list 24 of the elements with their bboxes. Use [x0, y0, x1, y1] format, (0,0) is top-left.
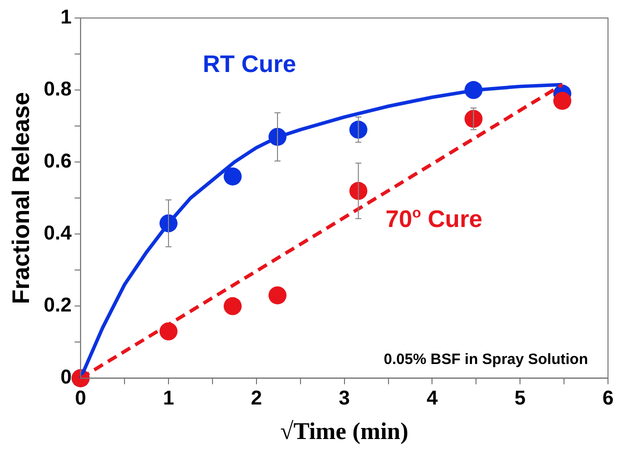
- x-tick-label: 4: [426, 388, 439, 410]
- point: [464, 110, 483, 128]
- text: RT Cure: [202, 51, 296, 78]
- y-axis-title: Fractional Release: [8, 92, 36, 304]
- y-tick-label: 1: [60, 6, 72, 29]
- y-tick-label: 0.6: [44, 150, 72, 173]
- x-axis-title: √Time (min): [280, 418, 408, 445]
- x-tick-label: 1: [162, 388, 174, 410]
- annotation: 0.05% BSF in Spray Solution: [384, 351, 588, 368]
- y-tick-label: 0.8: [44, 78, 72, 101]
- y-tick-label: 0.4: [44, 222, 72, 245]
- point: [268, 286, 286, 304]
- point: [349, 120, 368, 139]
- x-tick-label: 6: [602, 388, 614, 410]
- point: [224, 297, 242, 316]
- x-tick-label: 5: [514, 388, 526, 410]
- y-tick-label: 0.2: [44, 294, 72, 317]
- x-tick-label: 3: [338, 388, 350, 410]
- point: [224, 167, 242, 186]
- x-tick-label: 2: [250, 388, 262, 410]
- point: [349, 182, 368, 200]
- y-tick-label: 0: [60, 366, 72, 389]
- x-tick-label: 0: [75, 388, 86, 410]
- point: [553, 92, 572, 110]
